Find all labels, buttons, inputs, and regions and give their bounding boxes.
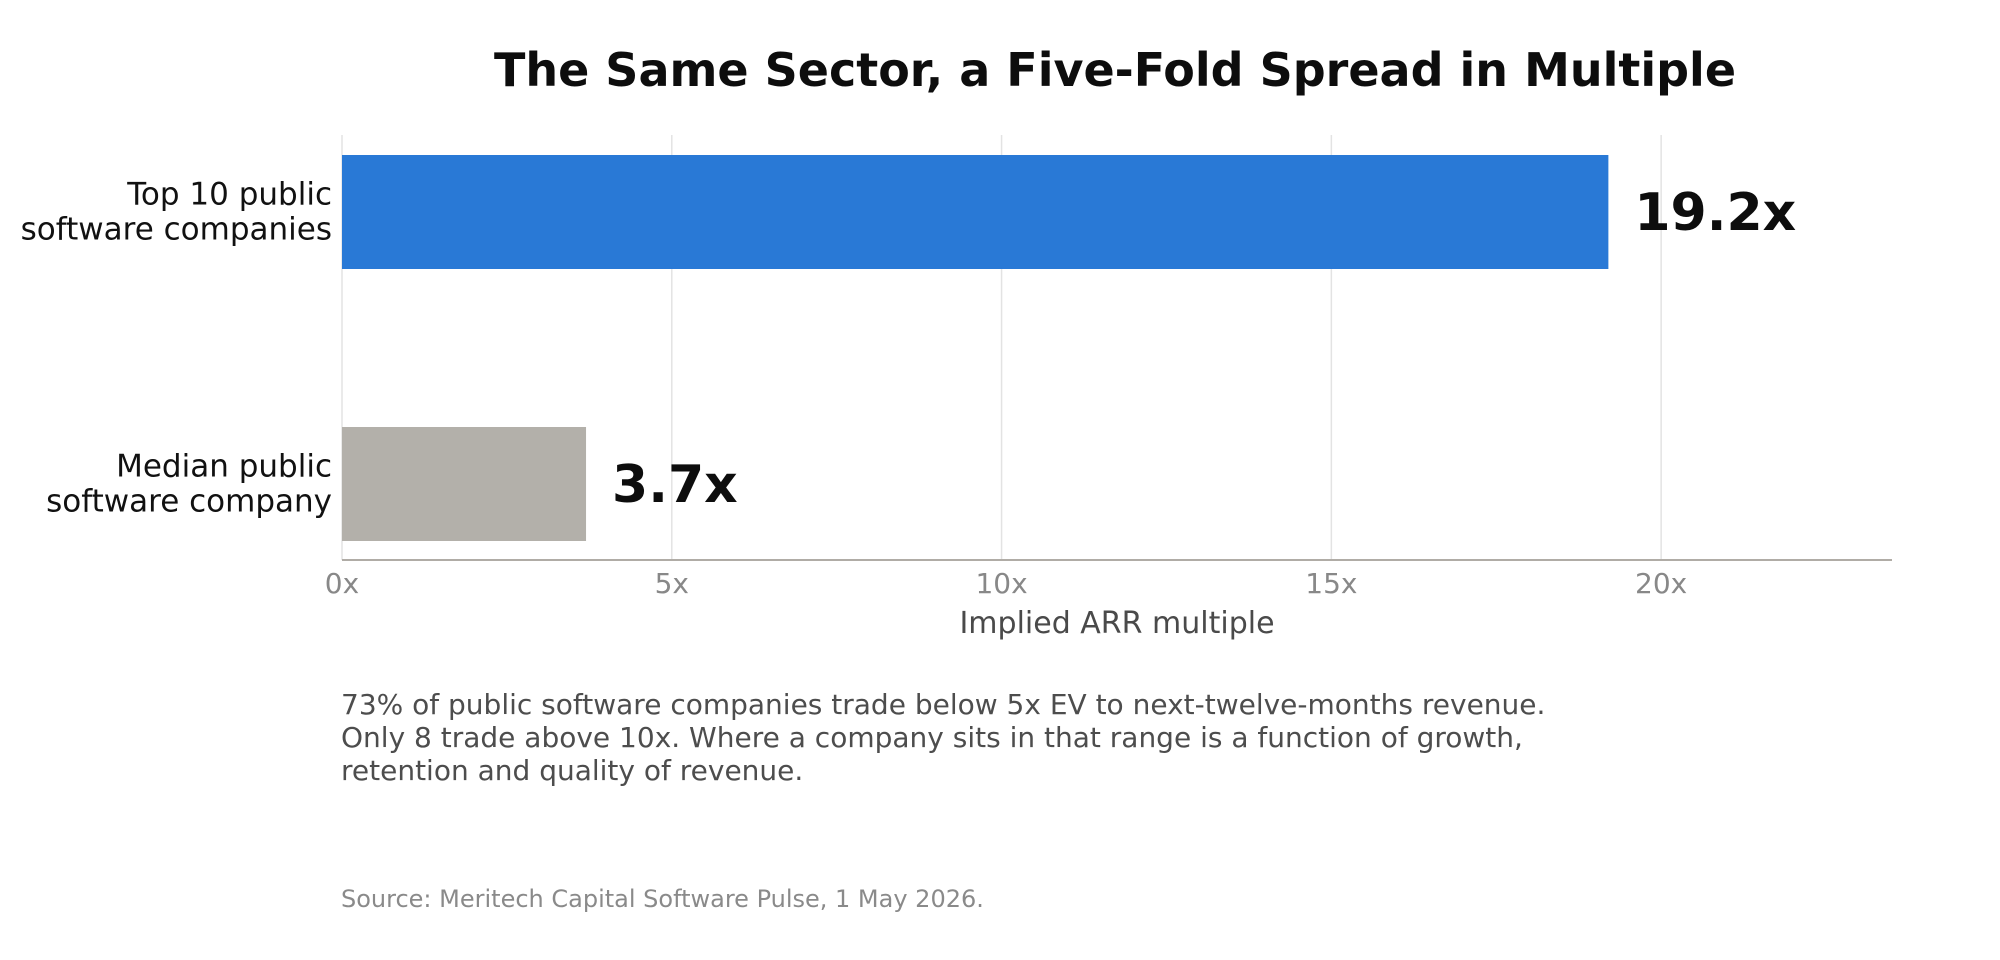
category-label: software companies <box>21 212 332 248</box>
category-label: Top 10 public <box>126 177 332 213</box>
bars <box>342 155 1609 541</box>
category-label: software company <box>46 484 332 520</box>
x-tick-label: 15x <box>1305 567 1357 600</box>
x-tick-label: 0x <box>325 567 359 600</box>
x-tick-labels: 0x 5x 10x 15x 20x <box>325 567 1687 600</box>
data-label: 19.2x <box>1634 183 1796 243</box>
data-label: 3.7x <box>612 455 738 515</box>
x-tick-label: 10x <box>975 567 1027 600</box>
category-label: Median public <box>116 449 332 485</box>
chart-annotation: 73% of public software companies trade b… <box>341 688 1546 787</box>
source-note: Source: Meritech Capital Software Pulse,… <box>341 885 984 913</box>
x-axis-label: Implied ARR multiple <box>959 606 1274 641</box>
x-tick-label: 20x <box>1635 567 1687 600</box>
value-labels: 19.2x 3.7x <box>612 183 1796 515</box>
bar <box>342 427 587 541</box>
bar <box>342 155 1609 269</box>
chart-title: The Same Sector, a Five-Fold Spread in M… <box>494 43 1736 97</box>
x-tick-label: 5x <box>655 567 689 600</box>
